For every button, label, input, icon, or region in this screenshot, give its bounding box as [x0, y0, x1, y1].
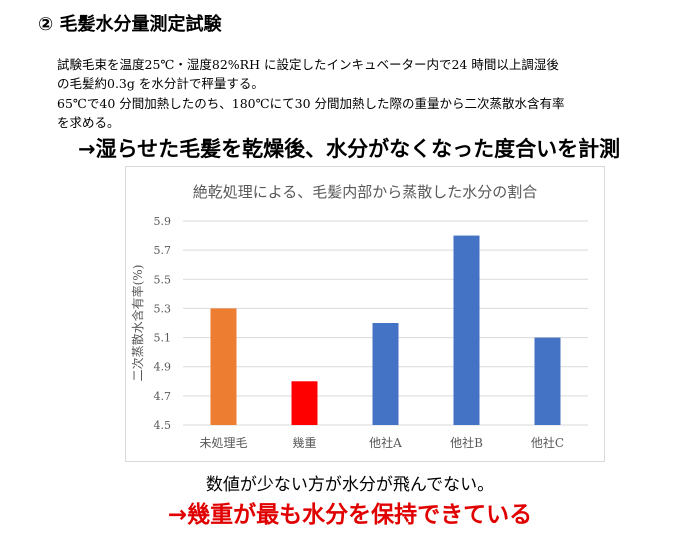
y-tick-label: 4.5: [154, 419, 172, 432]
note-text: 数値が少ない方が水分が飛んでない。: [205, 475, 495, 495]
bar: [372, 323, 399, 425]
bar: [210, 308, 237, 425]
arrow-summary: →湿らせた毛髪を乾燥後、水分がなくなった度合いを計測: [78, 137, 621, 161]
x-tick-label: 他社B: [450, 435, 483, 450]
body-line: 試験毛束を温度25℃・湿度82%RH に設定したインキュベーター内で24 時間以…: [57, 57, 559, 72]
body-line: の毛髪約0.3g を水分計で秤量する。: [57, 76, 264, 91]
x-tick-label: 幾重: [292, 436, 316, 450]
chart-frame: [125, 166, 605, 462]
body-line: 65℃で40 分間加熱したのち、180℃にて30 分間加熱した際の重量から二次蒸…: [57, 96, 565, 111]
y-tick-label: 4.9: [154, 361, 172, 374]
page-title: ② 毛髪水分量測定試験: [38, 14, 222, 35]
x-tick-label: 他社A: [369, 435, 402, 450]
y-tick-label: 5.7: [154, 244, 172, 257]
y-tick-label: 5.3: [154, 302, 172, 315]
x-tick-label: 未処理毛: [199, 436, 247, 450]
x-tick-label: 他社C: [531, 435, 564, 450]
body-line: を求める。: [57, 115, 120, 130]
conclusion-text: →幾重が最も水分を保持できている: [167, 502, 533, 528]
y-tick-label: 5.1: [154, 332, 172, 345]
chart-title: 絶乾処理による、毛髪内部から蒸散した水分の割合: [193, 183, 538, 201]
bar: [534, 337, 561, 425]
y-tick-label: 5.5: [154, 273, 172, 286]
y-tick-label: 5.9: [154, 215, 172, 228]
y-axis-label: 二次蒸散水含有率(%): [130, 265, 145, 382]
y-tick-label: 4.7: [154, 390, 172, 403]
bar: [291, 381, 318, 425]
bar: [453, 235, 480, 425]
